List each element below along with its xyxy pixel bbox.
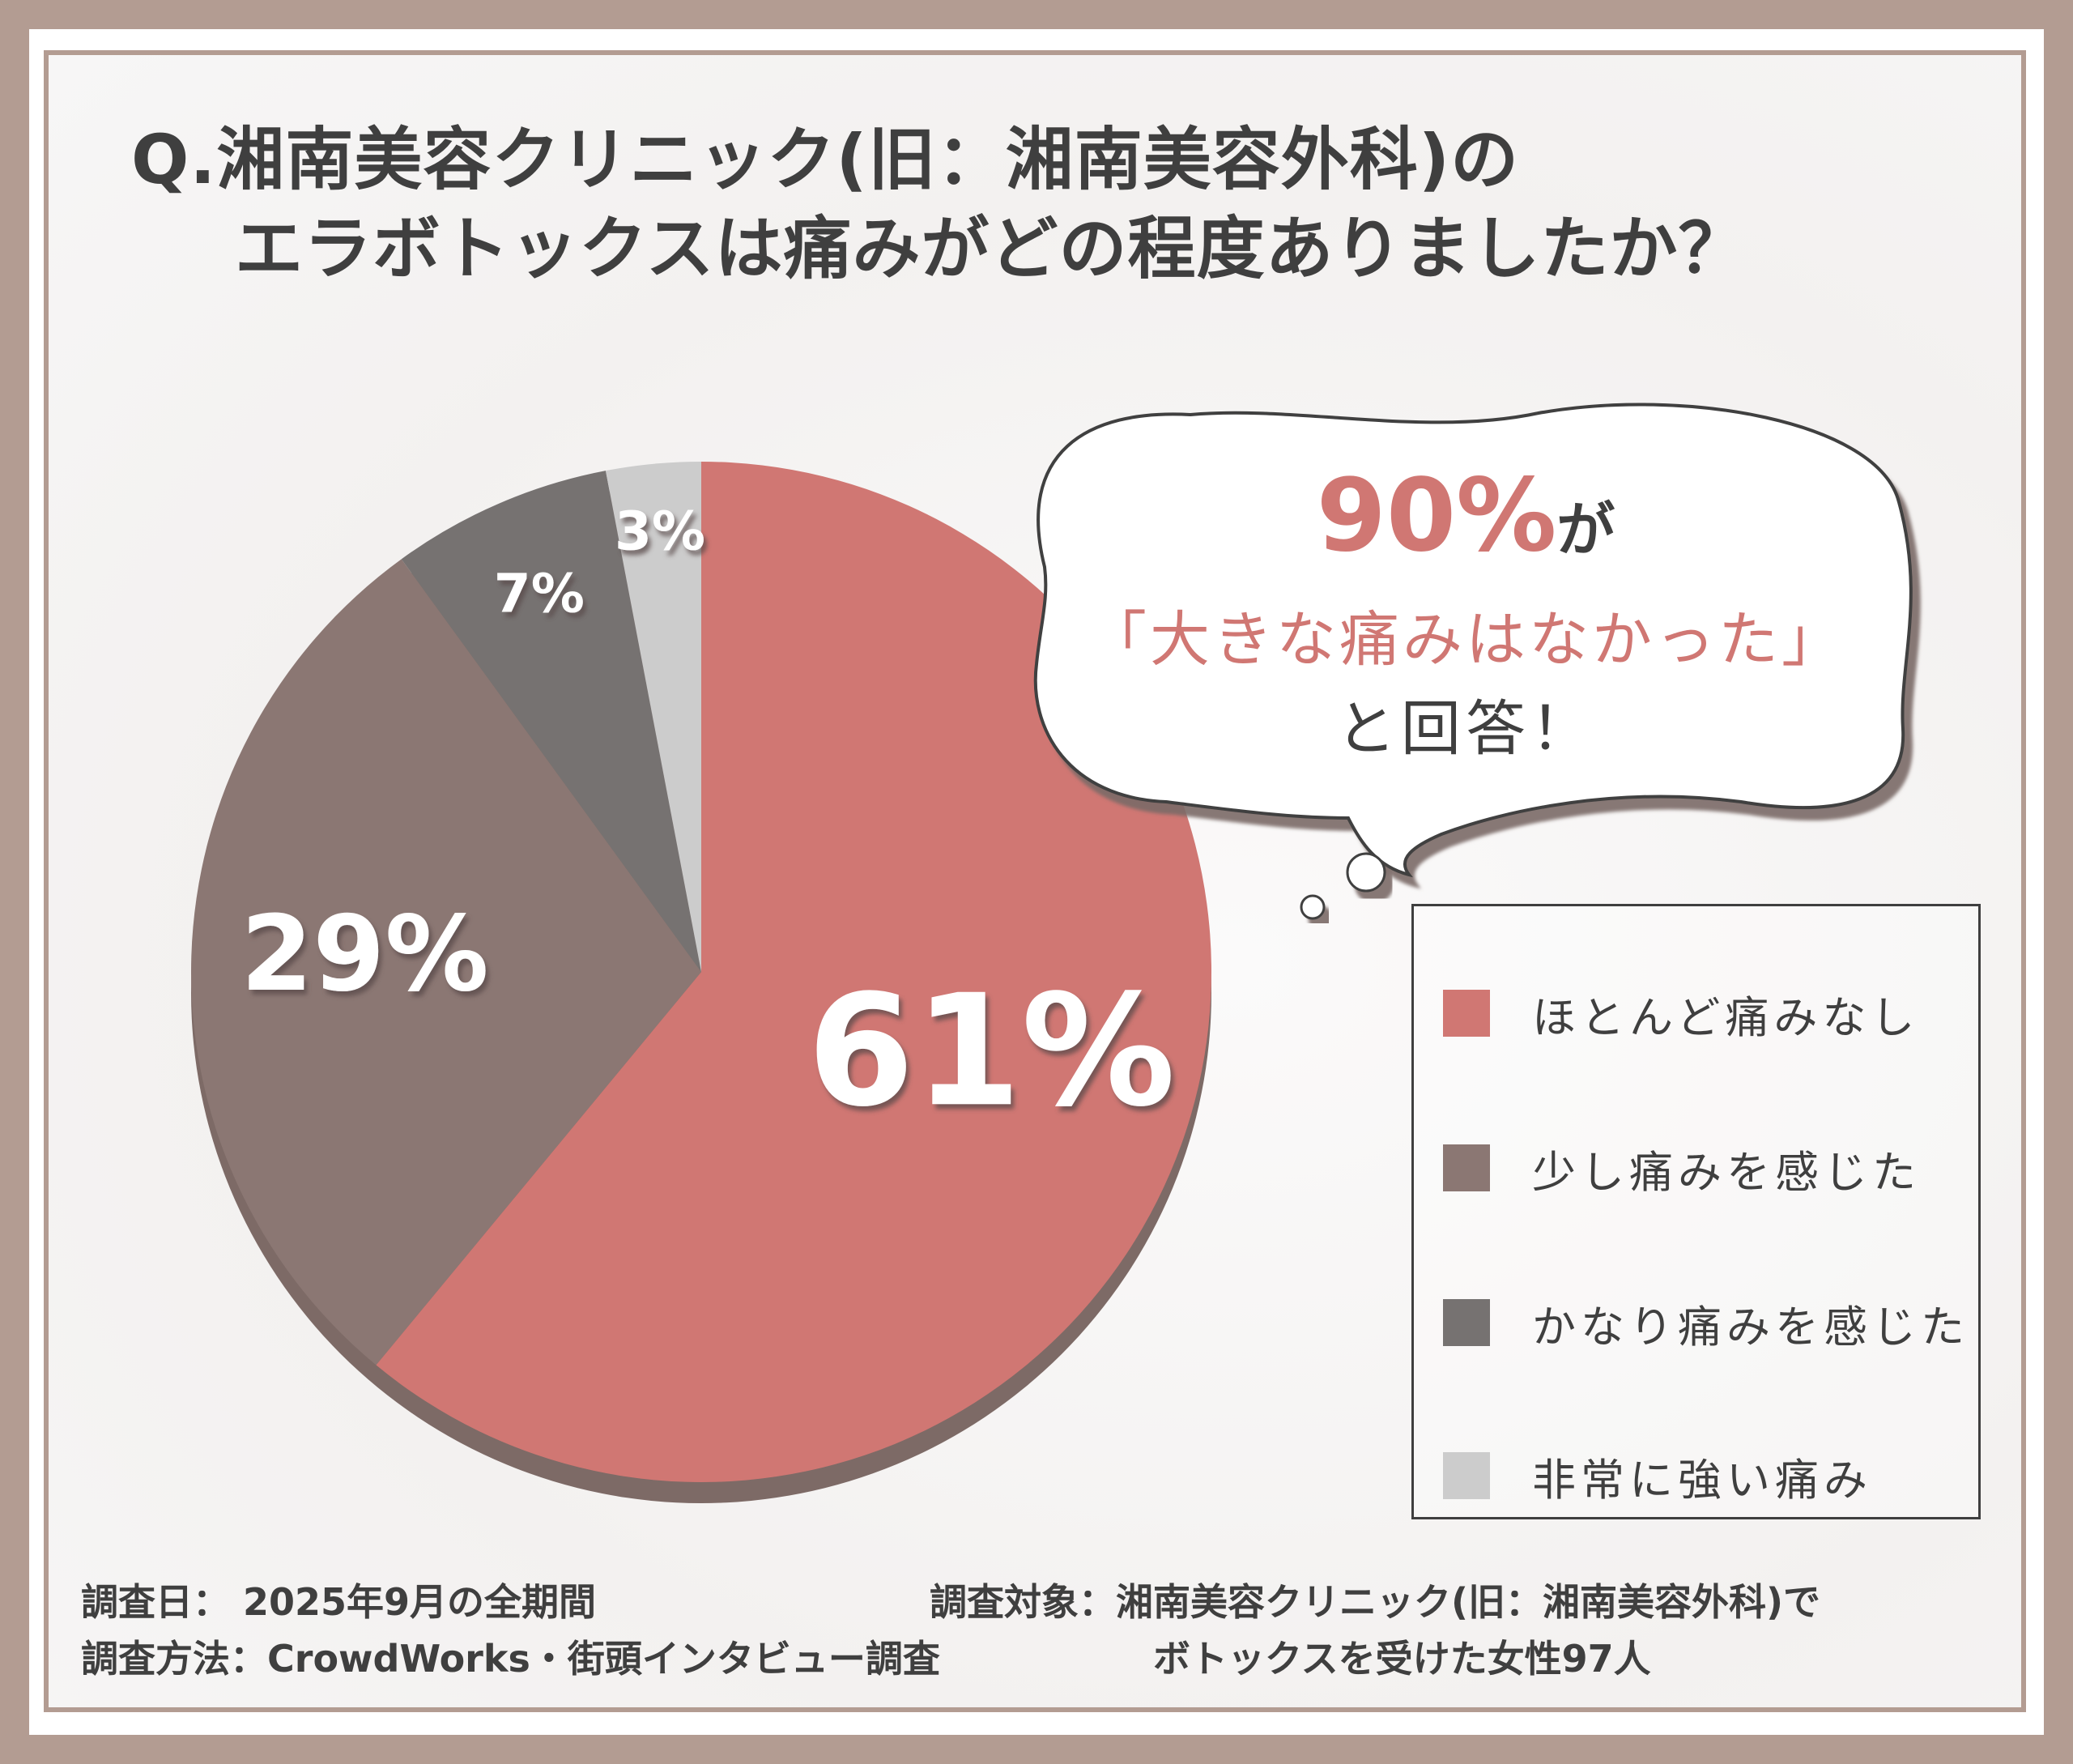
- speech-bubble: [1033, 403, 1913, 878]
- pie-slice-label: 29%: [241, 894, 488, 1015]
- callout-headline: 90%が: [1028, 458, 1903, 574]
- legend: ほとんど痛みなし 少し痛みを感じた かなり痛みを感じた 非常に強い痛み: [1411, 904, 1981, 1519]
- callout-particle: が: [1556, 496, 1615, 564]
- legend-label: かなり痛みを感じた: [1532, 1301, 1969, 1353]
- pie-slice-label: 61%: [807, 961, 1176, 1140]
- pie-slice-label: 3%: [615, 501, 705, 563]
- callout-quote: 「大きな痛みはなかった」: [1087, 605, 1845, 675]
- thought-bubble-large: [1346, 852, 1386, 893]
- legend-item-none: ほとんど痛みなし: [1443, 985, 1919, 1043]
- legend-swatch: [1443, 1144, 1490, 1191]
- survey-method: 調査方法：CrowdWorks・街頭インタビュー調査: [81, 1637, 940, 1681]
- pie-slice: [376, 462, 1212, 1483]
- survey-date: 調査日： 2025年9月の全期間: [81, 1580, 597, 1624]
- legend-swatch: [1443, 1299, 1490, 1346]
- pie-slice: [401, 471, 701, 972]
- legend-swatch: [1443, 1452, 1490, 1499]
- legend-swatch: [1443, 990, 1490, 1037]
- survey-subject-cont: ボトックスを受けた女性97人: [1153, 1637, 1651, 1681]
- legend-label: ほとんど痛みなし: [1532, 991, 1920, 1043]
- pie-slice: [605, 462, 701, 972]
- survey-subject: 調査対象：湘南美容クリニック(旧：湘南美容外科)で: [930, 1580, 1821, 1624]
- legend-label: 少し痛みを感じた: [1532, 1146, 1921, 1198]
- callout-answer: と回答！: [1336, 694, 1595, 764]
- callout-percent: 90%: [1316, 458, 1557, 574]
- pie-slice: [190, 559, 701, 1366]
- chart-title-line1: Q.湘南美容クリニック(旧：湘南美容外科)の: [131, 120, 1520, 199]
- thought-bubble-small: [1300, 894, 1326, 920]
- legend-label: 非常に強い痛み: [1532, 1454, 1872, 1506]
- legend-item-slight: 少し痛みを感じた: [1443, 1140, 1921, 1198]
- chart-title-line2: エラボトックスは痛みがどの程度ありましたか？: [235, 209, 1747, 288]
- legend-item-considerable: かなり痛みを感じた: [1443, 1294, 1969, 1353]
- pie-slice-label: 7%: [494, 563, 585, 625]
- legend-item-severe: 非常に強い痛み: [1443, 1447, 1872, 1506]
